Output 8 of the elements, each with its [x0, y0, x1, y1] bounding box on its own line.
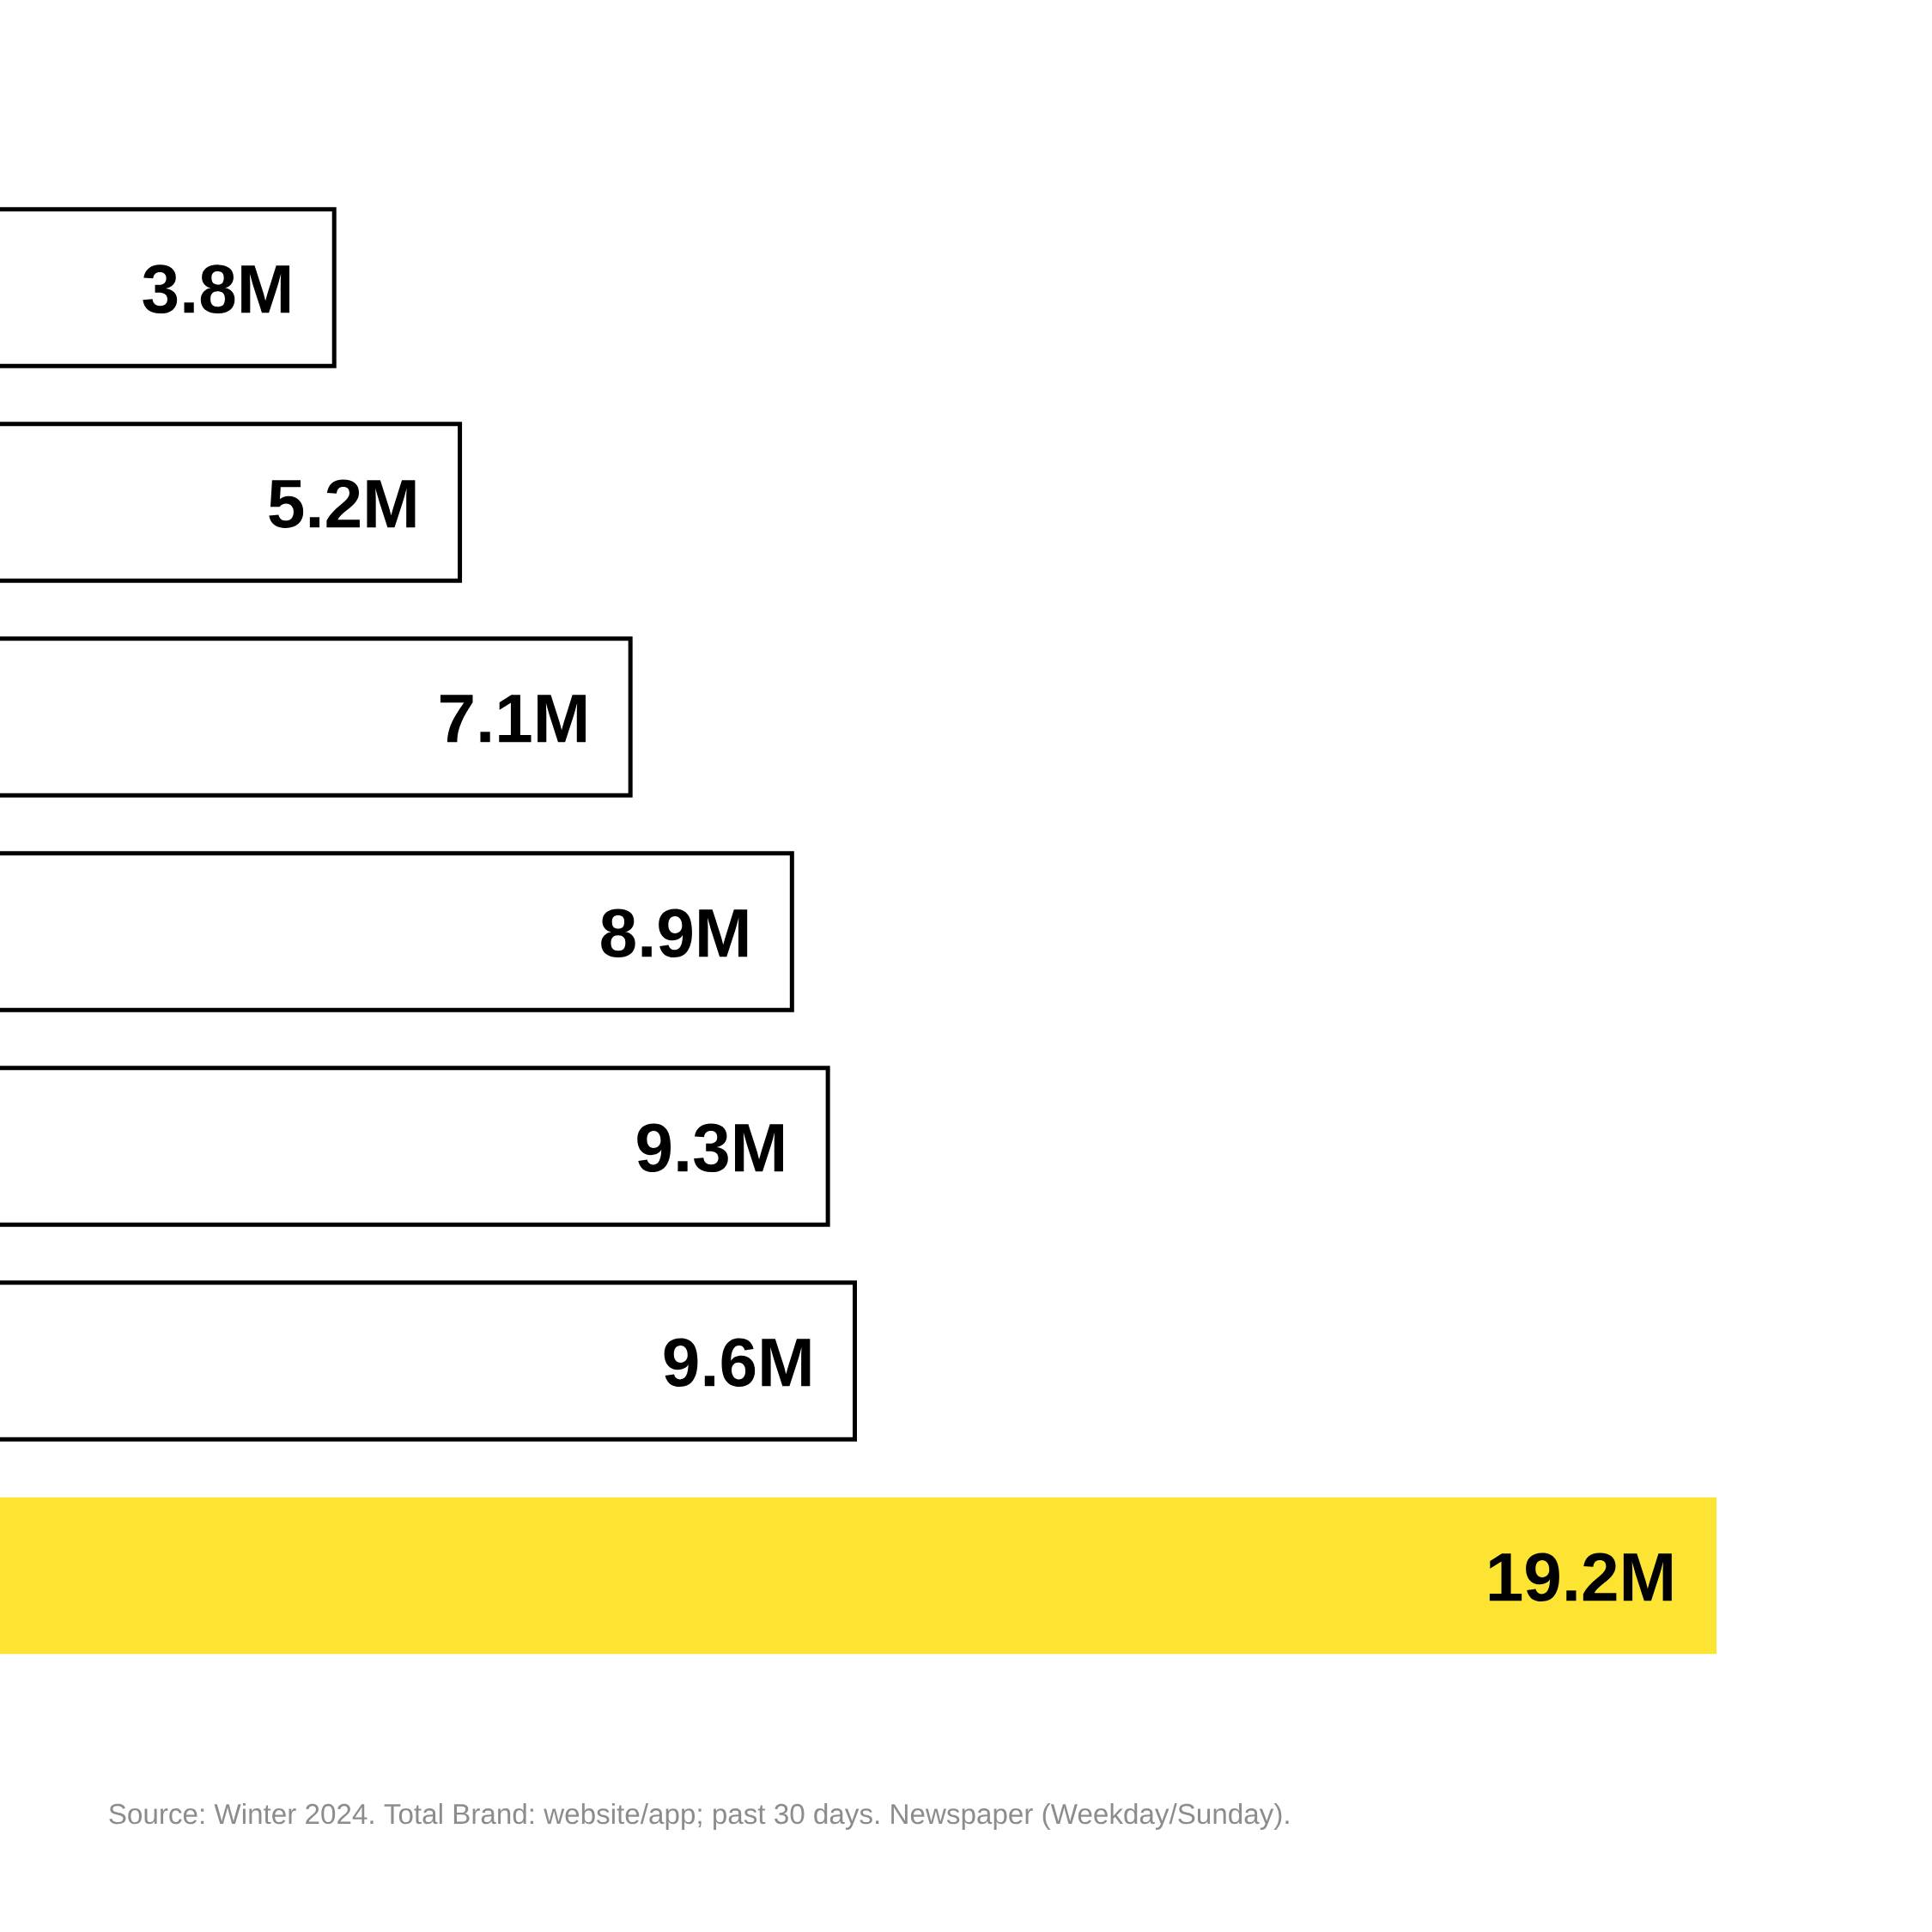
data-label: 8.9M [601, 908, 748, 957]
data-label: 5.2M [269, 479, 416, 528]
data-label: 9.6M [664, 1338, 811, 1387]
data-label: 7.1M [440, 695, 586, 743]
data-label: 19.2M [1489, 1552, 1672, 1601]
source-note: Source: Winter 2024. Total Brand: website/app; past 30 days. Newspaper (Weekday/Sunday). [109, 1802, 1289, 1830]
data-label: 3.8M [143, 264, 290, 314]
data-label: 9.3M [637, 1123, 783, 1173]
